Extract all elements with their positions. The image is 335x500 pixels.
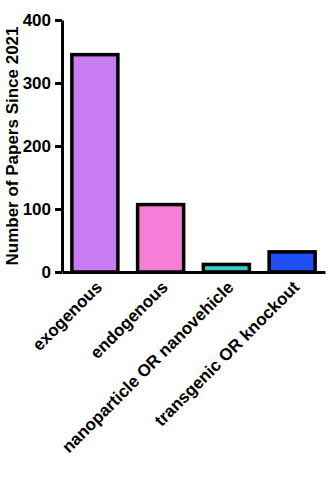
y-axis: 0 100 200 300 400 (23, 11, 63, 282)
y-tick-label: 200 (23, 137, 51, 156)
bar (269, 252, 315, 272)
y-tick: 300 (23, 74, 62, 93)
plot: 0 100 200 300 400 exogenousendogenousnanopart… (23, 11, 326, 457)
y-tick-label: 0 (42, 263, 51, 282)
x-tick: transgenic OR knockout (151, 272, 304, 430)
y-tick-mark (55, 145, 62, 148)
bar (72, 55, 118, 272)
y-tick-label: 400 (23, 11, 51, 30)
bars (72, 55, 315, 272)
y-tick: 400 (23, 11, 62, 30)
y-tick: 200 (23, 137, 62, 156)
bar (138, 205, 184, 272)
y-tick-label: 300 (23, 74, 51, 93)
x-axis: exogenousendogenousnanoparticle OR nanov… (29, 272, 325, 457)
y-tick-mark (55, 208, 62, 211)
y-tick-label: 100 (23, 200, 51, 219)
y-tick-mark (55, 19, 62, 22)
y-tick: 0 (42, 263, 62, 282)
chart: 0 100 200 300 400 exogenousendogenousnanopart… (0, 0, 335, 500)
x-axis-line (63, 271, 326, 274)
y-tick: 100 (23, 200, 62, 219)
bar (203, 264, 249, 272)
y-tick-mark (55, 271, 62, 274)
y-axis-title: Number of Papers Since 2021 (3, 26, 22, 265)
x-tick-label: transgenic OR knockout (151, 277, 304, 430)
y-tick-mark (55, 82, 62, 85)
